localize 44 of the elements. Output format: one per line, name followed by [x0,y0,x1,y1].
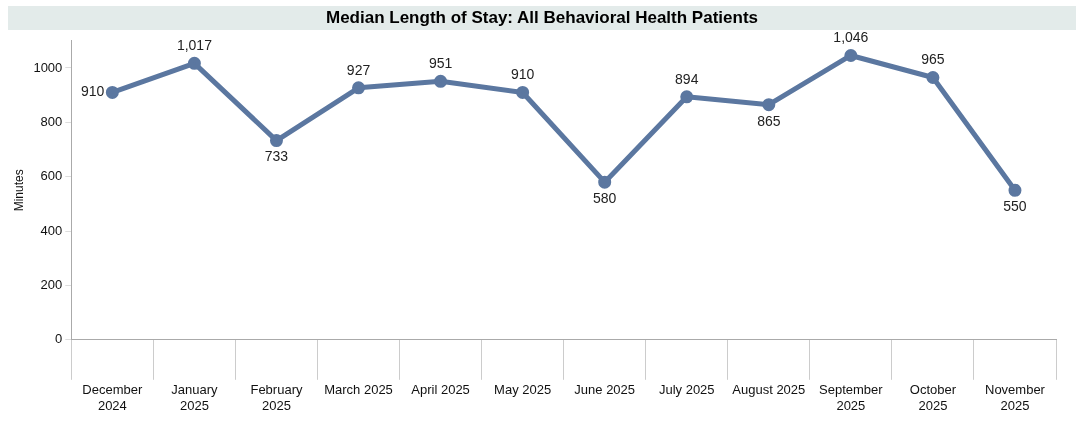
x-tick-label: October 2025 [909,382,957,413]
y-tick-label: 600 [40,168,63,184]
point [352,81,366,95]
x-tick-label: June 2025 [574,382,636,398]
data-label: 1,046 [833,29,869,46]
data-label: 550 [1003,198,1027,215]
data-label: 580 [593,190,617,206]
point [516,85,530,99]
x-tick-label: September 2025 [819,382,884,413]
y-tick-label: 1000 [33,59,63,75]
x-tick-label: July 2025 [658,382,715,398]
data-label: 910 [80,83,105,100]
point [926,71,940,84]
y-tick-label: 200 [40,277,63,293]
x-tick-label: January 2025 [171,382,219,413]
x-tick-label: March 2025 [324,382,393,398]
data-label: 894 [675,70,699,87]
x-tick-label: May 2025 [494,382,552,398]
y-axis-title: Minutes [11,169,26,212]
x-tick-label: February 2025 [250,382,303,413]
data-label: 733 [264,148,289,165]
point [1008,183,1022,197]
data-label: 910 [510,66,535,83]
point [680,90,694,104]
point [269,134,283,148]
y-tick-label: 0 [55,331,63,347]
x-tick-label: November 2025 [984,382,1046,413]
point [434,74,448,88]
point [844,48,858,62]
point [187,56,201,70]
x-tick-label: April 2025 [411,382,470,398]
y-tick-label: 800 [40,113,63,129]
data-label: 865 [757,112,781,129]
data-label: 965 [921,51,945,68]
y-tick-label: 400 [40,222,63,238]
point [762,98,776,112]
data-label: 927 [346,61,371,78]
data-label: 951 [428,55,453,72]
point [598,175,612,189]
x-tick-label: August 2025 [732,382,806,398]
data-label: 1,017 [176,37,213,54]
x-tick-label: December 2024 [82,382,143,413]
point [105,85,119,99]
chart-title: Median Length of Stay: All Behavioral Health Patients [8,6,1076,30]
